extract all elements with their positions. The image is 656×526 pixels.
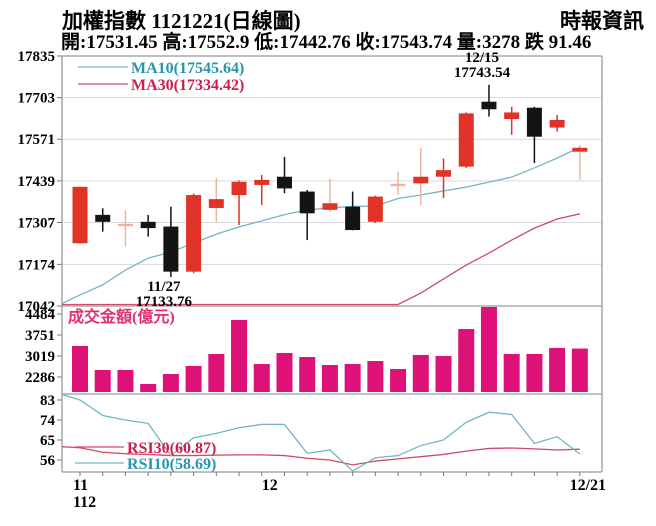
candle-body xyxy=(572,147,588,152)
candle-body xyxy=(458,113,474,167)
volume-y-tick-label: 4484 xyxy=(25,307,56,323)
candle-doji xyxy=(117,223,133,227)
rsi-legend: RSI30(60.87)RSI10(58.69) xyxy=(75,440,216,473)
rsi-y-tick-label: 65 xyxy=(40,433,55,449)
candle-body xyxy=(276,176,292,189)
candle-body xyxy=(481,101,497,110)
ma-legend: MA10(17545.64)MA30(17334.42) xyxy=(78,60,244,94)
volume-bar xyxy=(344,363,361,392)
x-axis: 11 12 12/21 112 xyxy=(73,472,606,511)
volume-bar xyxy=(162,373,179,392)
rsi10-line xyxy=(61,393,581,472)
candle-body xyxy=(186,195,202,272)
candle-body xyxy=(163,226,179,272)
volume-bar xyxy=(253,363,270,392)
candle-body xyxy=(345,206,361,231)
candle-body xyxy=(72,186,88,244)
panel-borders xyxy=(61,55,603,473)
main-y-tick-label: 17439 xyxy=(18,174,56,190)
source-label: 時報資訊 xyxy=(560,9,644,33)
volume-bar xyxy=(140,383,157,392)
candle-body xyxy=(95,214,111,222)
candle-body xyxy=(208,199,224,208)
x-axis-label: 11 xyxy=(73,477,88,494)
volume-bar xyxy=(458,328,475,392)
candle-body xyxy=(322,203,338,210)
candle-body xyxy=(526,107,542,137)
volume-bar xyxy=(571,348,588,392)
candle-body xyxy=(231,181,247,196)
volume-panel-label: 成交金額(億元) xyxy=(68,307,175,326)
volume-bar xyxy=(435,355,452,392)
volume-bar xyxy=(276,352,293,392)
volume-bar xyxy=(321,364,338,392)
main-y-tick-label: 17835 xyxy=(18,49,56,65)
annotation-date: 12/15 xyxy=(465,50,499,66)
rsi-y-tick-label: 83 xyxy=(40,393,55,409)
main-y-tick-label: 17307 xyxy=(18,215,56,231)
rsi-y-tick-label: 74 xyxy=(40,413,56,429)
x-axis-label: 12 xyxy=(262,477,278,494)
volume-bar xyxy=(72,345,88,392)
main-y-tick-label: 17174 xyxy=(18,257,56,273)
volume-panel: 成交金額(億元) xyxy=(68,307,588,392)
volume-y-tick-label: 3751 xyxy=(25,328,55,344)
candle-body xyxy=(504,112,520,120)
annotation-date: 11/27 xyxy=(147,279,181,295)
volume-bar xyxy=(299,356,316,392)
rsi10-legend-label: RSI10(58.69) xyxy=(127,456,216,473)
ma10-legend-label: MA10(17545.64) xyxy=(131,60,244,77)
quote-line: 開:17531.45 高:17552.9 低:17442.76 收:17543.… xyxy=(61,32,592,53)
volume-bar xyxy=(208,353,225,392)
ma10-line xyxy=(61,146,581,305)
candle-doji xyxy=(390,183,406,187)
ma30-legend-label: MA30(17334.42) xyxy=(131,77,244,94)
volume-y-tick-label: 2286 xyxy=(25,370,56,386)
page-title: 加權指數 1121221(日線圖) xyxy=(62,9,301,33)
candle-body xyxy=(140,221,156,229)
rsi30-line xyxy=(61,446,580,466)
volume-bar xyxy=(185,365,202,392)
annotation-price: 17743.54 xyxy=(454,65,511,81)
rsi30-legend-label: RSI30(60.87) xyxy=(127,440,216,457)
candle-body xyxy=(436,170,452,177)
candles xyxy=(72,84,588,278)
volume-bar xyxy=(231,319,248,392)
candle-body xyxy=(549,119,565,128)
candle-body xyxy=(367,196,383,222)
candle-body xyxy=(299,191,315,214)
annotation-price: 17133.76 xyxy=(136,294,193,310)
candle-body xyxy=(413,176,429,184)
volume-bar xyxy=(549,347,566,392)
main-y-tick-label: 17703 xyxy=(18,91,56,107)
volume-bar xyxy=(367,361,384,392)
rsi-y-tick-label: 56 xyxy=(40,453,56,469)
x-axis-label: 12/21 xyxy=(570,477,606,494)
volume-y-tick-label: 3019 xyxy=(25,349,55,365)
main-y-tick-label: 17571 xyxy=(18,132,56,148)
volume-bar xyxy=(480,307,497,392)
main-y-tick-label: 17042 xyxy=(18,299,56,315)
x-axis-year-label: 112 xyxy=(73,494,96,511)
volume-bar xyxy=(94,370,111,392)
candle-body xyxy=(254,179,270,185)
volume-bar xyxy=(503,353,520,392)
volume-bar xyxy=(412,354,429,392)
volume-bar xyxy=(390,369,407,392)
ma30-line xyxy=(62,213,580,306)
volume-bar xyxy=(117,370,134,392)
volume-bar xyxy=(526,353,543,392)
